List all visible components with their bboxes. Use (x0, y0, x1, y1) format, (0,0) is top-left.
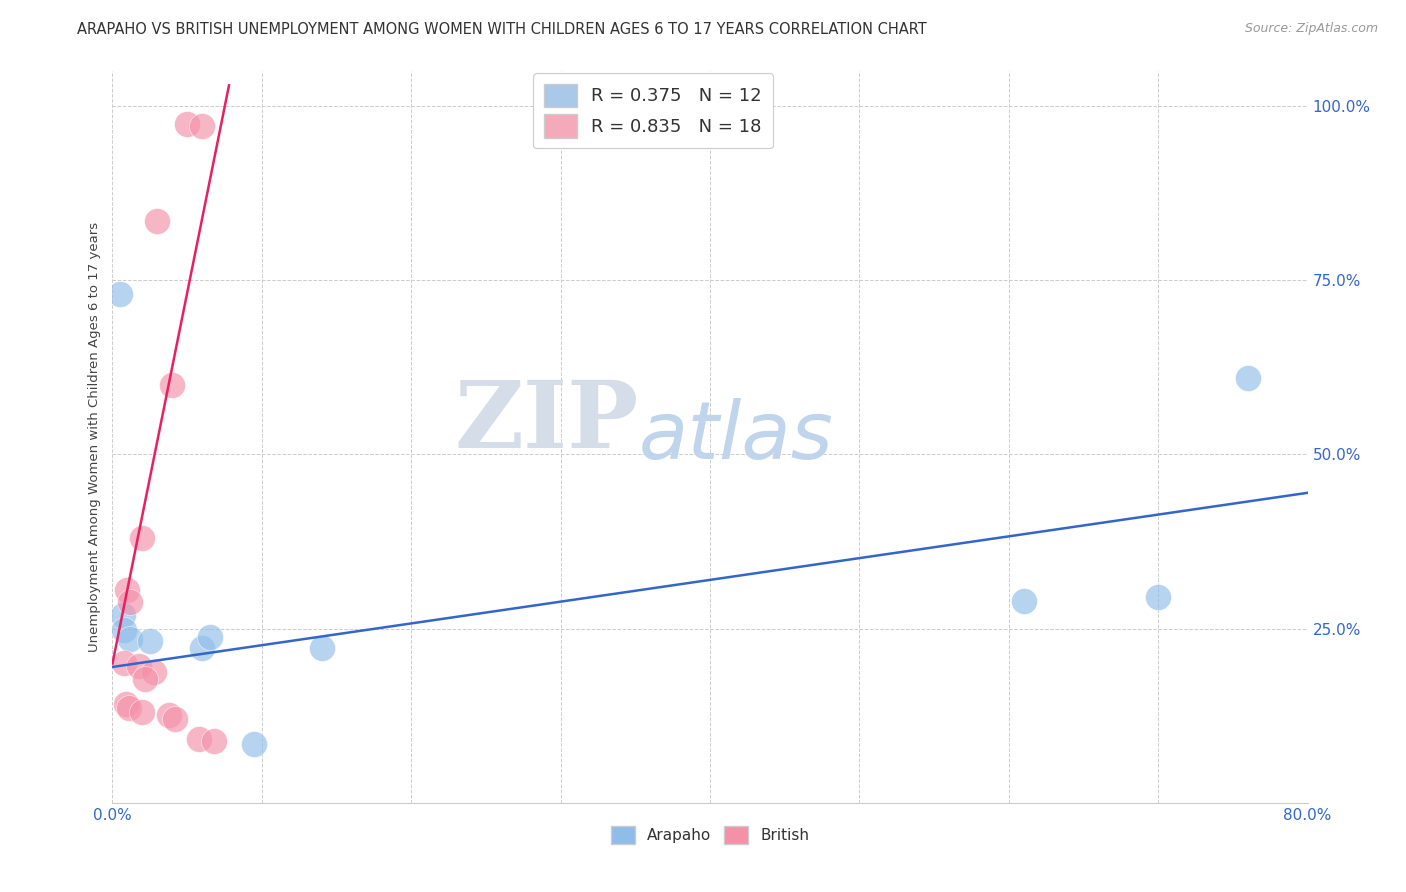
Point (243, 737, 266, 751)
Point (1147, 591, 1170, 605)
Point (157, 708, 180, 723)
Point (134, 672, 156, 686)
Point (115, 697, 138, 711)
Point (114, 657, 135, 671)
Point (108, 287, 131, 301)
Point (114, 623, 135, 637)
Point (118, 701, 141, 715)
Point (111, 607, 134, 622)
Y-axis label: Unemployment Among Women with Children Ages 6 to 17 years: Unemployment Among Women with Children A… (89, 222, 101, 652)
Point (1012, 594, 1035, 608)
Point (191, 119, 214, 133)
Point (188, 731, 211, 746)
Point (198, 630, 221, 644)
Text: Source: ZipAtlas.com: Source: ZipAtlas.com (1244, 22, 1378, 36)
Point (117, 583, 139, 598)
Text: atlas: atlas (638, 398, 834, 476)
Point (120, 632, 142, 646)
Text: ZIP: ZIP (454, 377, 638, 467)
Point (120, 595, 142, 609)
Point (311, 641, 333, 656)
Point (202, 734, 225, 748)
Point (165, 712, 187, 726)
Point (146, 214, 169, 228)
Point (1237, 371, 1260, 385)
Point (139, 634, 162, 648)
Point (191, 641, 214, 656)
Point (143, 665, 166, 679)
Text: ARAPAHO VS BRITISH UNEMPLOYMENT AMONG WOMEN WITH CHILDREN AGES 6 TO 17 YEARS COR: ARAPAHO VS BRITISH UNEMPLOYMENT AMONG WO… (77, 22, 927, 37)
Legend: Arapaho, British: Arapaho, British (605, 820, 815, 850)
Point (131, 531, 153, 545)
Point (128, 659, 150, 673)
Point (131, 705, 153, 719)
Point (176, 117, 198, 131)
Point (162, 377, 183, 392)
